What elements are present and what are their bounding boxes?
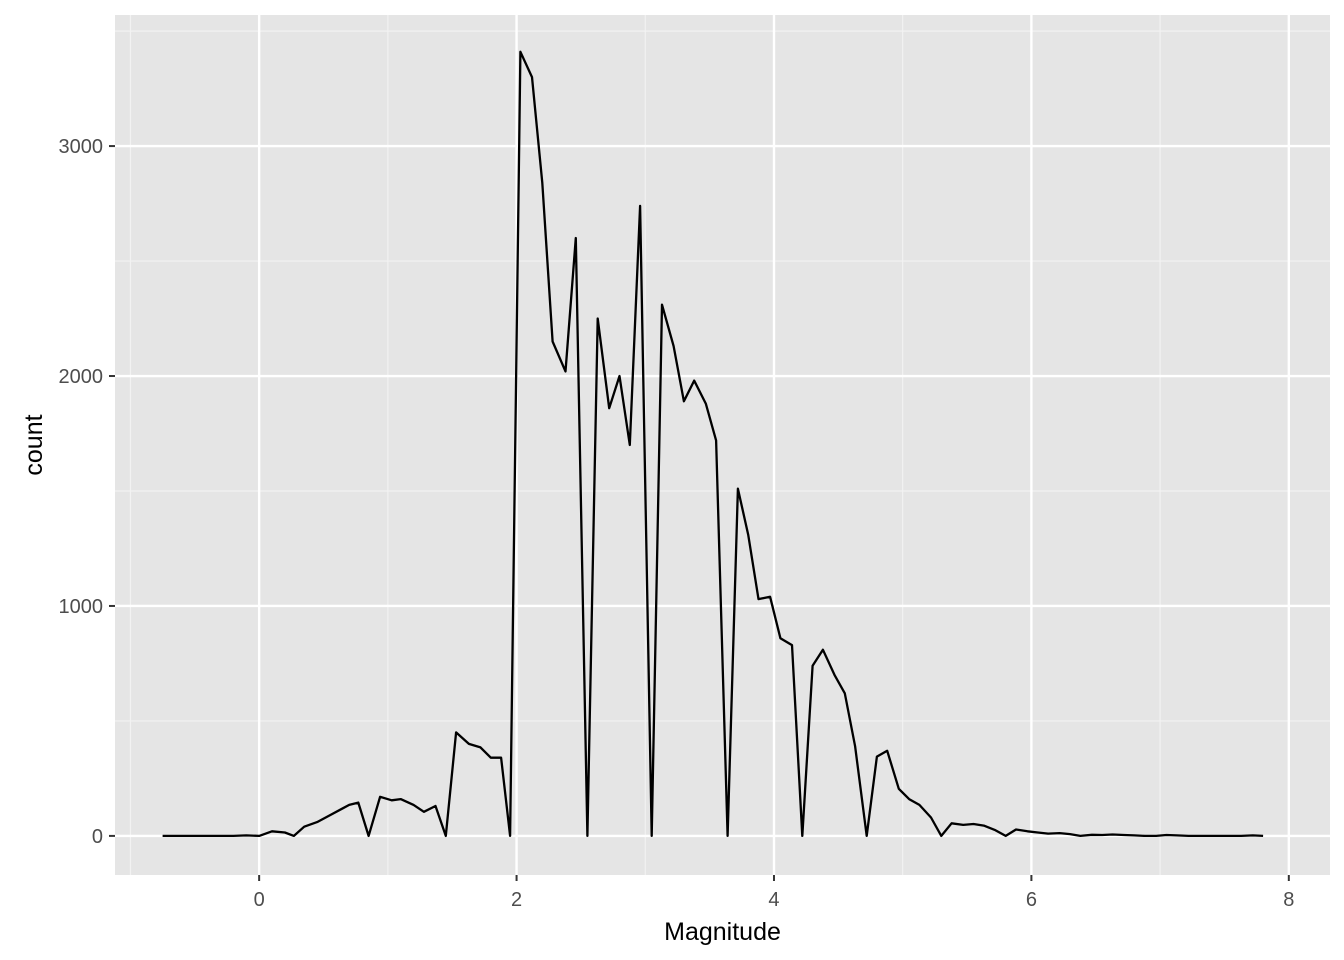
y-tick-label: 3000 <box>59 136 104 158</box>
x-tick-label: 0 <box>254 889 265 911</box>
y-axis-ticks: 0 1000 2000 3000 <box>59 136 115 848</box>
grid-minor <box>115 15 1330 875</box>
series-line <box>162 50 1264 838</box>
y-tick-label: 2000 <box>59 366 104 388</box>
y-tick-label: 1000 <box>59 596 104 618</box>
x-tick-label: 8 <box>1283 889 1294 911</box>
y-axis-title: count <box>20 414 48 475</box>
x-axis-title: Magnitude <box>664 918 781 946</box>
panel-background <box>115 15 1330 875</box>
y-tick-label: 0 <box>92 826 103 848</box>
x-tick-label: 6 <box>1026 889 1037 911</box>
x-tick-label: 2 <box>511 889 522 911</box>
x-tick-label: 4 <box>768 889 779 911</box>
x-axis-ticks: 0 2 4 6 8 <box>254 875 1294 911</box>
